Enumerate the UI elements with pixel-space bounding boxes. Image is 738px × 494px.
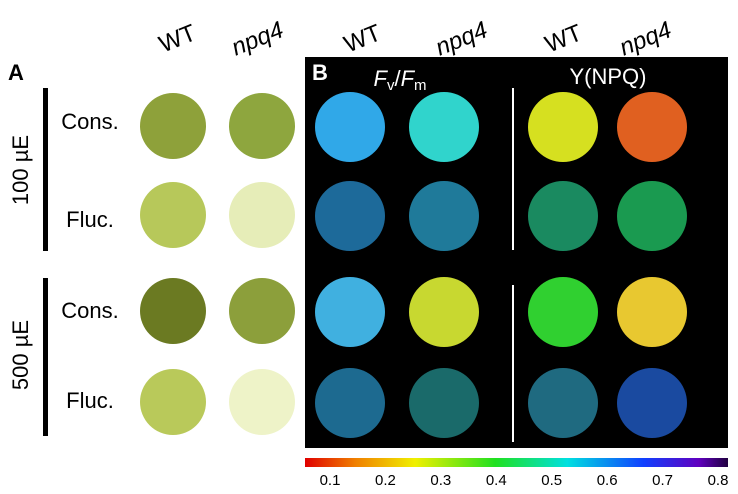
fluorescence-disc xyxy=(315,92,385,162)
fluorescence-disc xyxy=(528,92,598,162)
leaf-disc xyxy=(140,278,206,344)
fluorescence-disc xyxy=(409,181,479,251)
fluorescence-disc xyxy=(617,181,687,251)
fluorescence-disc xyxy=(528,277,598,347)
row-label: Cons. xyxy=(61,109,118,134)
label-part: F xyxy=(401,66,416,91)
group-label: 500 µE xyxy=(8,320,33,390)
colorbar-tick-label: 0.2 xyxy=(375,472,396,489)
colorbar-tick-label: 0.6 xyxy=(597,472,618,489)
fluorescence-disc xyxy=(409,368,479,438)
column-label: npq4 xyxy=(616,16,676,61)
leaf-disc xyxy=(229,278,295,344)
fluorescence-disc xyxy=(617,277,687,347)
label-part: / xyxy=(394,66,401,91)
fluorescence-disc xyxy=(617,92,687,162)
column-label: WT xyxy=(340,19,385,58)
colorbar-tick-label: 0.1 xyxy=(320,472,341,489)
leaf-disc xyxy=(140,369,206,435)
fluorescence-disc xyxy=(528,368,598,438)
row-label: Cons. xyxy=(61,298,118,323)
fvfm-label: Fv/Fm xyxy=(373,66,426,94)
group-bar xyxy=(43,88,48,251)
column-label: npq4 xyxy=(228,16,288,61)
column-label: npq4 xyxy=(432,16,492,61)
leaf-disc xyxy=(229,369,295,435)
column-label: WT xyxy=(541,19,586,58)
fluorescence-disc xyxy=(409,92,479,162)
colorbar-tick-label: 0.8 xyxy=(708,472,729,489)
leaf-disc xyxy=(140,93,206,159)
label-part: v xyxy=(387,77,395,94)
fluorescence-disc xyxy=(528,181,598,251)
fluorescence-disc xyxy=(409,277,479,347)
group-label: 100 µE xyxy=(8,135,33,205)
panel-letter: A xyxy=(8,60,24,85)
column-label: WT xyxy=(155,19,200,58)
ynpq-label: Y(NPQ) xyxy=(570,64,647,89)
row-label: Fluc. xyxy=(66,207,114,232)
fluorescence-disc xyxy=(315,277,385,347)
colorbar xyxy=(305,458,728,467)
colorbar-tick-label: 0.7 xyxy=(652,472,673,489)
label-part: m xyxy=(414,77,427,94)
label-part: F xyxy=(373,66,388,91)
group-bar xyxy=(43,278,48,436)
leaf-disc xyxy=(229,93,295,159)
fluorescence-disc xyxy=(315,368,385,438)
leaf-disc xyxy=(229,182,295,248)
panel-letter: B xyxy=(312,60,328,85)
fluorescence-disc xyxy=(617,368,687,438)
colorbar-tick-label: 0.5 xyxy=(541,472,562,489)
leaf-disc xyxy=(140,182,206,248)
colorbar-tick-label: 0.3 xyxy=(430,472,451,489)
fluorescence-disc xyxy=(315,181,385,251)
colorbar-tick-label: 0.4 xyxy=(486,472,507,489)
row-label: Fluc. xyxy=(66,388,114,413)
